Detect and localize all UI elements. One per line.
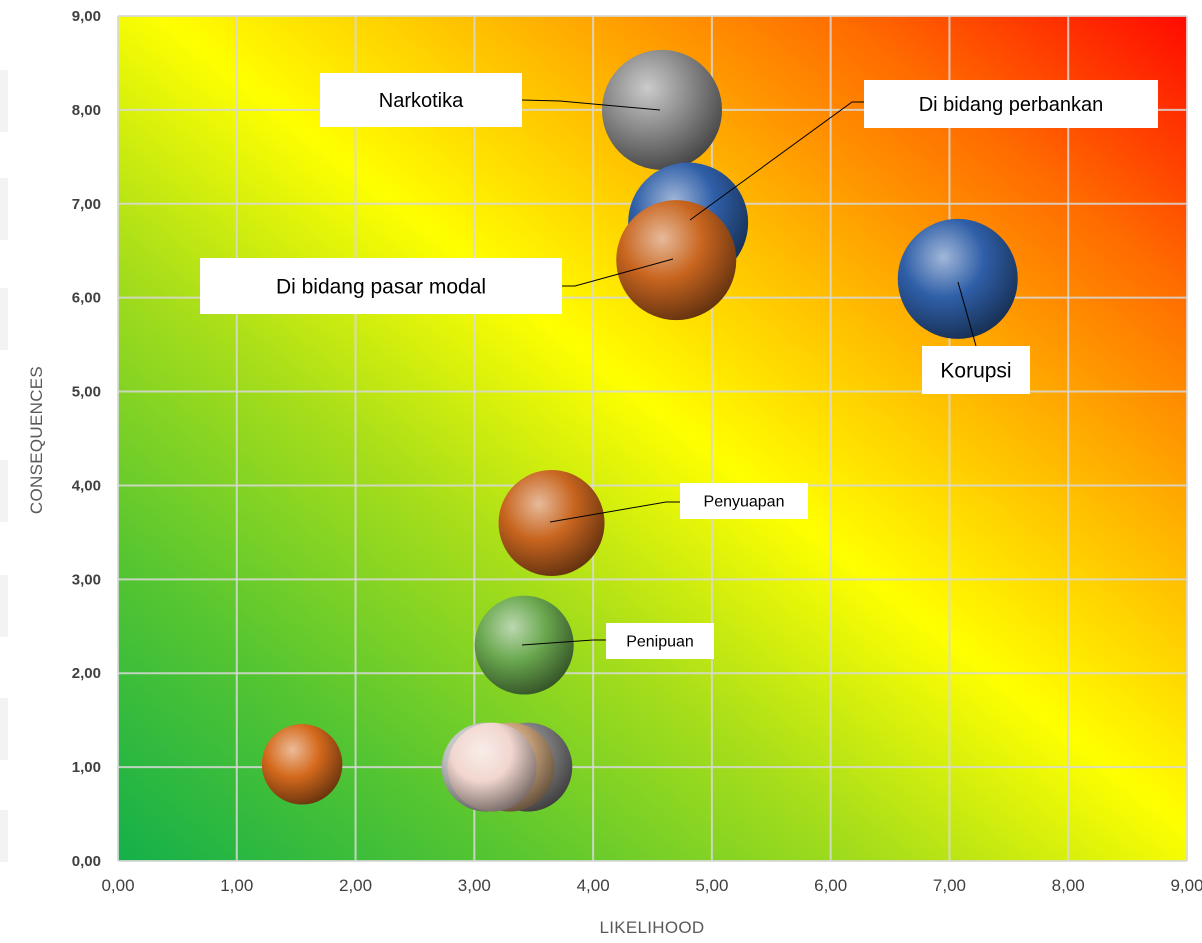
callout-label-narkotika: Narkotika — [379, 90, 464, 112]
x-axis-title: LIKELIHOOD — [599, 918, 704, 937]
x-tick-label: 6,00 — [814, 876, 847, 895]
x-tick-label: 7,00 — [933, 876, 966, 895]
y-tick-label: 0,00 — [72, 853, 101, 870]
callout-box-penipuan — [606, 623, 714, 659]
x-tick-label: 2,00 — [339, 876, 372, 895]
x-tick-label: 3,00 — [458, 876, 491, 895]
bubble-narkotika — [602, 49, 723, 170]
y-tick-label: 5,00 — [72, 384, 101, 401]
y-tick-label: 8,00 — [72, 102, 101, 119]
callout-label-di-bidang-pasar-modal: Di bidang pasar modal — [276, 275, 486, 298]
x-tick-label: 8,00 — [1052, 876, 1085, 895]
callout-box-korupsi — [922, 346, 1030, 394]
callout-label-korupsi: Korupsi — [940, 359, 1011, 382]
callout-label-penyuapan: Penyuapan — [704, 494, 785, 511]
x-tick-label: 5,00 — [695, 876, 728, 895]
leader-line-di-bidang-pasar-modal — [562, 258, 674, 287]
x-axis-ticks: 0,00 1,00 2,00 3,00 4,00 5,00 6,00 7,00 8,00 9,00 — [101, 876, 1202, 895]
x-tick-label: 1,00 — [220, 876, 253, 895]
bubble-di-bidang-pasar-modal — [616, 200, 737, 321]
y-tick-label: 9,00 — [72, 8, 101, 25]
y-tick-label: 7,00 — [72, 196, 101, 213]
y-tick-label: 2,00 — [72, 665, 101, 682]
bubble-penyuapan — [498, 470, 605, 576]
bubble-unlabeled — [447, 722, 537, 812]
y-axis-ticks: 0,00 1,00 2,00 3,00 4,00 5,00 6,00 7,00 8,00 9,00 — [72, 8, 101, 870]
leader-line-korupsi — [957, 281, 977, 347]
data-callouts: Narkotika Di bidang perbankan Di bidang pa… — [200, 73, 1158, 659]
callout-label-penipuan: Penipuan — [626, 634, 694, 651]
x-tick-label: 9,00 — [1170, 876, 1202, 895]
leader-line-di-bidang-perbankan — [689, 101, 864, 221]
y-tick-label: 4,00 — [72, 477, 101, 494]
bubble-unlabeled — [261, 724, 343, 805]
leader-line-penyuapan — [549, 501, 680, 523]
left-edge-fragments — [0, 70, 8, 862]
callout-label-di-bidang-perbankan: Di bidang perbankan — [919, 94, 1104, 116]
callout-box-narkotika — [320, 73, 522, 127]
bubble-series — [261, 49, 1018, 812]
callout-box-di-bidang-pasar-modal — [200, 258, 562, 314]
x-tick-label: 0,00 — [101, 876, 134, 895]
leader-line-narkotika — [521, 99, 661, 111]
y-tick-label: 3,00 — [72, 571, 101, 588]
y-tick-label: 6,00 — [72, 290, 101, 307]
y-tick-label: 1,00 — [72, 759, 101, 776]
bubble-korupsi — [897, 218, 1018, 339]
callout-box-di-bidang-perbankan — [864, 80, 1158, 128]
x-tick-label: 4,00 — [577, 876, 610, 895]
y-axis-title: CONSEQUENCES — [27, 366, 46, 514]
leader-line-penipuan — [521, 639, 606, 646]
callout-box-penyuapan — [680, 483, 808, 519]
